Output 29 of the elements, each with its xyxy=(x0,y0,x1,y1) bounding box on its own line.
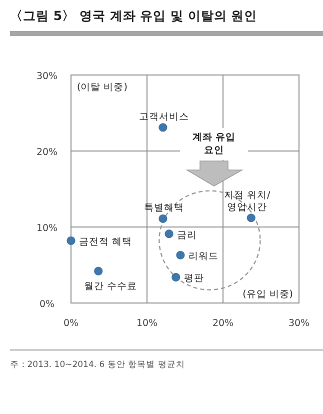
text: 주 : 2013. 10~2014. 6 동안 항목별 평균치 xyxy=(10,360,185,370)
point xyxy=(246,214,256,222)
x-axis-title: (유입 비중) xyxy=(242,289,293,300)
point xyxy=(158,214,168,223)
series-label: 지점 위치/영업시간 xyxy=(224,190,272,213)
point xyxy=(176,250,185,260)
x-tick-label: 20% xyxy=(212,318,234,329)
y-tick-label: 0% xyxy=(39,299,55,310)
series-label: 금전적 혜택 xyxy=(79,236,132,248)
x-tick-label: 30% xyxy=(288,318,310,329)
point xyxy=(158,123,168,132)
series-label: 특별혜택 xyxy=(144,202,184,214)
series-label: 고객서비스 xyxy=(138,111,189,122)
point xyxy=(164,230,174,238)
series-label: 금리 xyxy=(177,230,198,241)
y-tick-label: 30% xyxy=(36,71,58,82)
y-tick-label: 10% xyxy=(36,223,58,234)
x-tick-label: 10% xyxy=(136,318,158,329)
y-tick-label: 20% xyxy=(36,147,58,158)
series-label: 평판 xyxy=(184,273,204,284)
x-tick-label: 0% xyxy=(63,318,79,329)
series-label: 월간 수수료 xyxy=(84,281,137,292)
series-label: 리워드 xyxy=(188,251,218,262)
point xyxy=(66,236,76,245)
annotation: 계좌 유입 요인 xyxy=(192,132,236,156)
chart-title: 〈그림 5〉 영국 계좌 유입 및 이탈의 원인 xyxy=(10,8,258,23)
point xyxy=(172,272,180,282)
y-axis-title: (이탈 비중) xyxy=(77,82,128,93)
point xyxy=(94,266,103,276)
